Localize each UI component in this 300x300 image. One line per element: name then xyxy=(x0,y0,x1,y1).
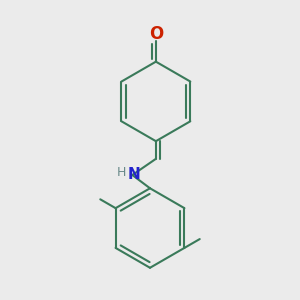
Text: O: O xyxy=(149,25,163,43)
Text: H: H xyxy=(116,166,126,179)
Text: N: N xyxy=(128,167,140,182)
